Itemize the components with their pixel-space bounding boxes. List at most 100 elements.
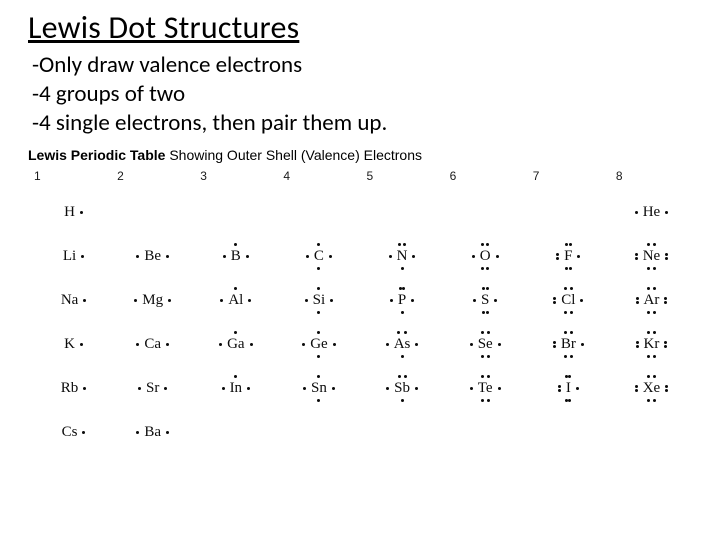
electron-dot <box>398 375 401 378</box>
electron-dot <box>569 243 572 246</box>
column-number: 5 <box>361 169 444 183</box>
element-symbol: Ne <box>641 249 663 264</box>
element-symbol: Cl <box>559 293 577 308</box>
electron-dot <box>665 257 668 260</box>
electron-dot <box>569 267 572 270</box>
column-number: 6 <box>444 169 527 183</box>
table-cell: Ne <box>610 241 693 271</box>
element-symbol: I <box>564 381 573 396</box>
electron-dot <box>247 387 250 390</box>
table-cell: H <box>28 197 111 227</box>
electron-dot <box>481 243 484 246</box>
electron-dot <box>647 243 650 246</box>
electron-dot <box>653 311 656 314</box>
element-symbol: As <box>392 337 413 352</box>
electron-dot <box>486 243 489 246</box>
electron-dot <box>399 287 402 290</box>
table-cell: Sr <box>111 373 194 403</box>
electron-dot <box>166 255 169 258</box>
element-symbol: Si <box>311 293 328 308</box>
electron-dot <box>401 355 404 358</box>
table-cell: Ge <box>277 329 360 359</box>
electron-dot <box>564 355 567 358</box>
element-symbol: N <box>395 249 410 264</box>
table-cell: Mg <box>111 285 194 315</box>
electron-dot <box>636 297 639 300</box>
electron-dot <box>250 343 253 346</box>
electron-dot <box>635 385 638 388</box>
electron-dot <box>647 287 650 290</box>
electron-dot <box>329 255 332 258</box>
element-symbol: S <box>479 293 491 308</box>
electron-dot <box>134 299 137 302</box>
electron-dot <box>653 355 656 358</box>
electron-dot <box>83 299 86 302</box>
table-cell: In <box>194 373 277 403</box>
electron-dot <box>472 255 475 258</box>
electron-dot <box>482 311 485 314</box>
electron-dot <box>248 299 251 302</box>
electron-dot <box>665 389 668 392</box>
electron-dot <box>305 299 308 302</box>
element-symbol: H <box>62 205 77 220</box>
table-cell: Sn <box>277 373 360 403</box>
table-cell: Xe <box>610 373 693 403</box>
electron-dot <box>553 345 556 348</box>
electron-dot <box>494 299 497 302</box>
electron-dot <box>553 341 556 344</box>
table-title: Lewis Periodic Table Showing Outer Shell… <box>28 147 692 163</box>
electron-dot <box>635 389 638 392</box>
electron-dot <box>553 301 556 304</box>
electron-dot <box>568 375 571 378</box>
electron-dot <box>564 311 567 314</box>
electron-dot <box>664 301 667 304</box>
bullet-line: -4 groups of two <box>32 80 692 109</box>
electron-dot <box>82 431 85 434</box>
electron-dot <box>581 343 584 346</box>
table-cell: B <box>194 241 277 271</box>
electron-dot <box>317 375 320 378</box>
electron-dot <box>653 399 656 402</box>
electron-dot <box>665 211 668 214</box>
electron-dot <box>136 431 139 434</box>
electron-dot <box>219 343 222 346</box>
element-symbol: Kr <box>642 337 662 352</box>
electron-dot <box>317 311 320 314</box>
electron-dot <box>487 375 490 378</box>
electron-dot <box>665 385 668 388</box>
electron-dot <box>653 243 656 246</box>
column-number: 7 <box>527 169 610 183</box>
element-symbol: Se <box>476 337 495 352</box>
table-cell: K <box>28 329 111 359</box>
electron-dot <box>303 387 306 390</box>
electron-dot <box>401 267 404 270</box>
electron-dot <box>234 331 237 334</box>
element-symbol: Sn <box>309 381 329 396</box>
element-symbol: Te <box>476 381 495 396</box>
electron-dot <box>487 331 490 334</box>
electron-dot <box>647 399 650 402</box>
table-cell: Ca <box>111 329 194 359</box>
table-cell: Br <box>527 329 610 359</box>
element-symbol: Al <box>226 293 245 308</box>
table-cell: He <box>610 197 693 227</box>
electron-dot <box>332 387 335 390</box>
electron-dot <box>570 331 573 334</box>
table-cell: Se <box>444 329 527 359</box>
element-symbol: F <box>562 249 574 264</box>
table-cell: Ba <box>111 417 194 447</box>
electron-dot <box>664 345 667 348</box>
electron-dot <box>481 355 484 358</box>
column-number: 8 <box>610 169 693 183</box>
element-symbol: Ga <box>225 337 247 352</box>
table-cell: Cs <box>28 417 111 447</box>
element-symbol: Ca <box>142 337 163 352</box>
table-cell: Sb <box>361 373 444 403</box>
electron-dot <box>647 311 650 314</box>
electron-dot <box>317 287 320 290</box>
electron-dot <box>411 299 414 302</box>
electron-dot <box>136 343 139 346</box>
table-cell: C <box>277 241 360 271</box>
page-title: Lewis Dot Structures <box>28 8 692 47</box>
element-symbol: O <box>478 249 493 264</box>
